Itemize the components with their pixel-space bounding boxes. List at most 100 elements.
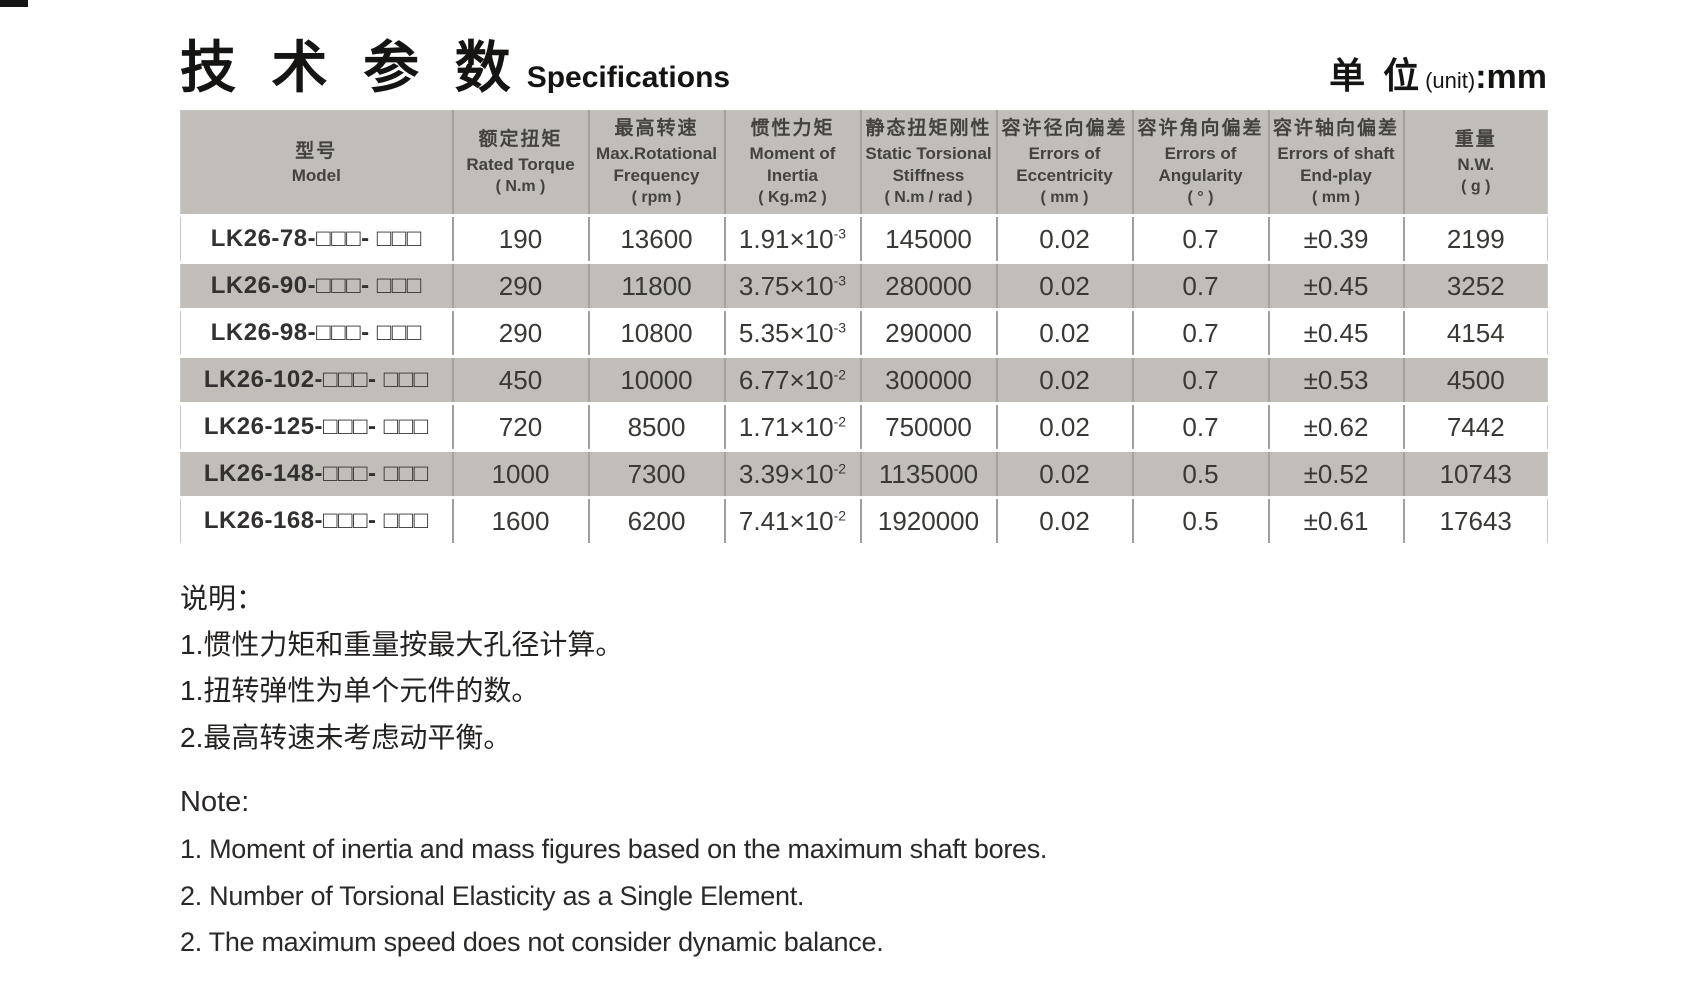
header-cn: 型号 — [295, 140, 338, 162]
note-line: 1.扭转弹性为单个元件的数。 — [180, 675, 540, 707]
table-row: LK26-102-□□□- □□□ 450 10000 6.77×10-2 30… — [180, 356, 1548, 405]
inertia-cell: 1.91×10-3 — [724, 215, 862, 264]
speed-cell: 8500 — [588, 403, 726, 452]
header-unit: ( ° ) — [1187, 189, 1214, 207]
table-row: LK26-78-□□□- □□□ 190 13600 1.91×10-3 145… — [180, 215, 1548, 264]
inertia-exponent: -2 — [833, 506, 847, 523]
endplay-cell: ±0.61 — [1268, 497, 1405, 546]
table-row: LK26-148-□□□- □□□ 1000 7300 3.39×10-2 11… — [180, 450, 1548, 499]
model-cell: LK26-125-□□□- □□□ — [180, 403, 454, 452]
inertia-exponent: -3 — [833, 224, 847, 241]
angularity-cell: 0.5 — [1132, 497, 1270, 546]
stiffness-cell: 300000 — [860, 356, 998, 405]
inertia-base: 6.77×10 — [738, 364, 834, 395]
table-row: LK26-90-□□□- □□□ 290 11800 3.75×10-3 280… — [180, 262, 1548, 311]
endplay-cell: ±0.52 — [1268, 450, 1405, 499]
weight-cell: 7442 — [1403, 403, 1548, 452]
header-en: Moment of Inertia — [749, 143, 836, 186]
header-unit: ( N.m / rad ) — [884, 189, 973, 207]
header-cn: 额定扭矩 — [478, 129, 563, 151]
angularity-cell: 0.7 — [1132, 215, 1270, 264]
stiffness-cell: 750000 — [860, 403, 998, 452]
column-header-endplay: 容许轴向偏差 Errors of shaft End-play ( mm ) — [1268, 110, 1405, 217]
header-unit: ( Kg.m2 ) — [758, 189, 827, 207]
header-en: N.W. — [1457, 155, 1495, 175]
notes-chinese: 说明： 1.惯性力矩和重量按最大孔径计算。 1.扭转弹性为单个元件的数。 2.最… — [180, 580, 1547, 758]
model-cell: LK26-98-□□□- □□□ — [180, 309, 454, 358]
inertia-cell: 3.75×10-3 — [724, 262, 862, 311]
inertia-base: 3.39×10 — [738, 458, 834, 489]
spec-sheet: 技 术 参 数 Specifications 单 位 (unit) :mm 型号… — [180, 0, 1548, 961]
inertia-cell: 3.39×10-2 — [724, 450, 862, 499]
speed-cell: 10000 — [588, 356, 726, 405]
header-en: Errors of Eccentricity — [1016, 143, 1113, 186]
eccentricity-cell: 0.02 — [996, 309, 1134, 358]
torque-cell: 1600 — [452, 497, 590, 546]
column-header-angularity: 容许角向偏差 Errors of Angularity ( ° ) — [1132, 110, 1270, 217]
eccentricity-cell: 0.02 — [996, 215, 1134, 264]
weight-cell: 3252 — [1403, 262, 1548, 311]
note-line: 1.惯性力矩和重量按最大孔径计算。 — [180, 628, 624, 660]
endplay-cell: ±0.53 — [1268, 356, 1405, 405]
stiffness-cell: 280000 — [860, 262, 998, 311]
note-line: 2. The maximum speed does not consider d… — [180, 927, 884, 958]
weight-cell: 17643 — [1403, 497, 1548, 546]
inertia-base: 1.71×10 — [738, 411, 834, 442]
header-unit: ( g ) — [1461, 178, 1491, 196]
column-header-inertia: 惯性力矩 Moment of Inertia ( Kg.m2 ) — [724, 110, 862, 217]
eccentricity-cell: 0.02 — [996, 450, 1134, 499]
note-line: 2. Number of Torsional Elasticity as a S… — [180, 880, 805, 911]
header-cn: 最高转速 — [614, 118, 699, 140]
inertia-exponent: -3 — [833, 271, 847, 288]
angularity-cell: 0.5 — [1132, 450, 1270, 499]
inertia-exponent: -2 — [833, 459, 847, 476]
angularity-cell: 0.7 — [1132, 403, 1270, 452]
torque-cell: 190 — [452, 215, 590, 264]
header-unit: ( mm ) — [1040, 189, 1089, 207]
header-en: Max.Rotational Frequency — [596, 143, 717, 186]
angularity-cell: 0.7 — [1132, 356, 1270, 405]
speed-cell: 10800 — [588, 309, 726, 358]
weight-cell: 10743 — [1403, 450, 1548, 499]
column-header-model: 型号 Model — [180, 110, 454, 217]
inertia-cell: 6.77×10-2 — [724, 356, 862, 405]
table-row: LK26-125-□□□- □□□ 720 8500 1.71×10-2 750… — [180, 403, 1548, 452]
column-header-rated-torque: 额定扭矩 Rated Torque ( N.m ) — [452, 110, 590, 217]
weight-cell: 4154 — [1403, 309, 1548, 358]
inertia-exponent: -2 — [833, 365, 847, 382]
eccentricity-cell: 0.02 — [996, 497, 1134, 546]
weight-cell: 2199 — [1403, 215, 1548, 264]
model-cell: LK26-168-□□□- □□□ — [180, 497, 454, 546]
inertia-base: 1.91×10 — [738, 223, 834, 254]
column-header-weight: 重量 N.W. ( g ) — [1403, 110, 1548, 217]
notes-en-heading: Note: — [180, 785, 250, 818]
endplay-cell: ±0.45 — [1268, 262, 1405, 311]
notes-cn-heading: 说明： — [180, 583, 265, 614]
inertia-base: 5.35×10 — [738, 317, 834, 348]
header-unit: ( rpm ) — [631, 189, 682, 207]
weight-cell: 4500 — [1403, 356, 1548, 405]
specifications-table: 型号 Model 额定扭矩 Rated Torque ( N.m ) 最高转速 … — [180, 110, 1548, 546]
header-row: 型号 Model 额定扭矩 Rated Torque ( N.m ) 最高转速 … — [180, 110, 1548, 217]
header-en: Rated Torque — [466, 155, 575, 175]
header-en: Errors of shaft End-play — [1277, 143, 1395, 186]
inertia-cell: 7.41×10-2 — [724, 497, 862, 546]
endplay-cell: ±0.39 — [1268, 215, 1405, 264]
stiffness-cell: 145000 — [860, 215, 998, 264]
title-row: 技 术 参 数 Specifications 单 位 (unit) :mm — [180, 32, 1547, 96]
page-title-cn: 技 术 参 数 — [180, 36, 521, 99]
header-en: Model — [291, 166, 341, 186]
eccentricity-cell: 0.02 — [996, 262, 1134, 311]
unit-label-cn: 单 位 — [1329, 55, 1424, 96]
model-cell: LK26-78-□□□- □□□ — [180, 215, 454, 264]
stiffness-cell: 1135000 — [860, 450, 998, 499]
torque-cell: 290 — [452, 309, 590, 358]
header-cn: 惯性力矩 — [750, 118, 835, 140]
speed-cell: 13600 — [588, 215, 726, 264]
eccentricity-cell: 0.02 — [996, 356, 1134, 405]
angularity-cell: 0.7 — [1132, 309, 1270, 358]
column-header-stiffness: 静态扭矩刚性 Static Torsional Stiffness ( N.m … — [860, 110, 998, 217]
stiffness-cell: 1920000 — [860, 497, 998, 546]
table-row: LK26-98-□□□- □□□ 290 10800 5.35×10-3 290… — [180, 309, 1548, 358]
inertia-exponent: -3 — [833, 318, 847, 335]
